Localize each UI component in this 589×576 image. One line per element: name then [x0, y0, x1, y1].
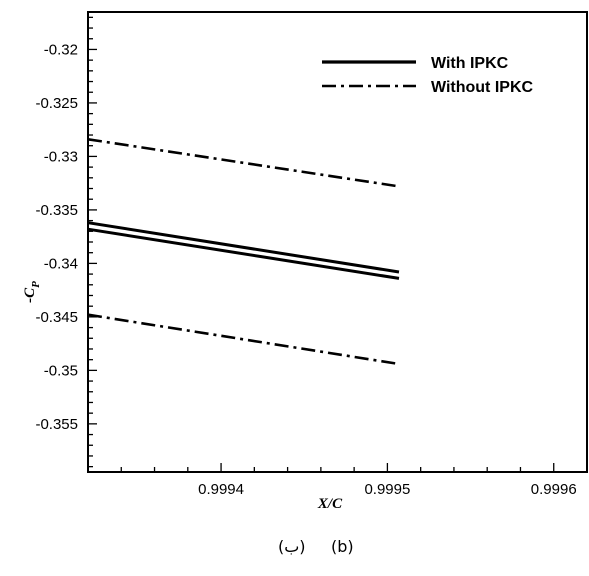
y-tick-label: -0.325: [35, 95, 78, 112]
series-line-4: [87, 313, 400, 366]
svg-text:-CP: -CP: [22, 281, 42, 303]
caption-arabic: (ب): [278, 537, 306, 556]
caption-latin: (b): [331, 537, 354, 556]
y-tick-label: -0.32: [44, 41, 78, 58]
y-tick-label: -0.345: [35, 309, 78, 326]
y-tick-label: -0.355: [35, 416, 78, 433]
y-tick-label: -0.34: [44, 255, 78, 272]
y-tick-label: -0.335: [35, 202, 78, 219]
series-line-1: [87, 221, 400, 274]
y-tick-label: -0.33: [44, 148, 78, 165]
y-axis-title-main: -C: [22, 287, 38, 303]
y-tick-label: -0.35: [44, 362, 78, 379]
y-axis-title: -CP: [22, 281, 42, 303]
x-tick-label: 0.9995: [364, 481, 410, 498]
x-axis-title: X/C: [317, 496, 343, 512]
plot-area: [87, 138, 400, 366]
y-axis-title-subscript: P: [30, 281, 42, 288]
x-tick-label: 0.9994: [198, 481, 244, 498]
series-line-2: [87, 227, 400, 280]
x-tick-label: 0.9996: [531, 481, 577, 498]
legend: With IPKC Without IPKC: [322, 55, 534, 96]
axes: -0.32 -0.325 -0.33 -0.335 -0.34 -0.345 -0.35 -0…: [35, 11, 588, 498]
legend-label: Without IPKC: [431, 79, 534, 96]
series-line-3: [87, 138, 400, 188]
legend-label: With IPKC: [431, 55, 509, 72]
